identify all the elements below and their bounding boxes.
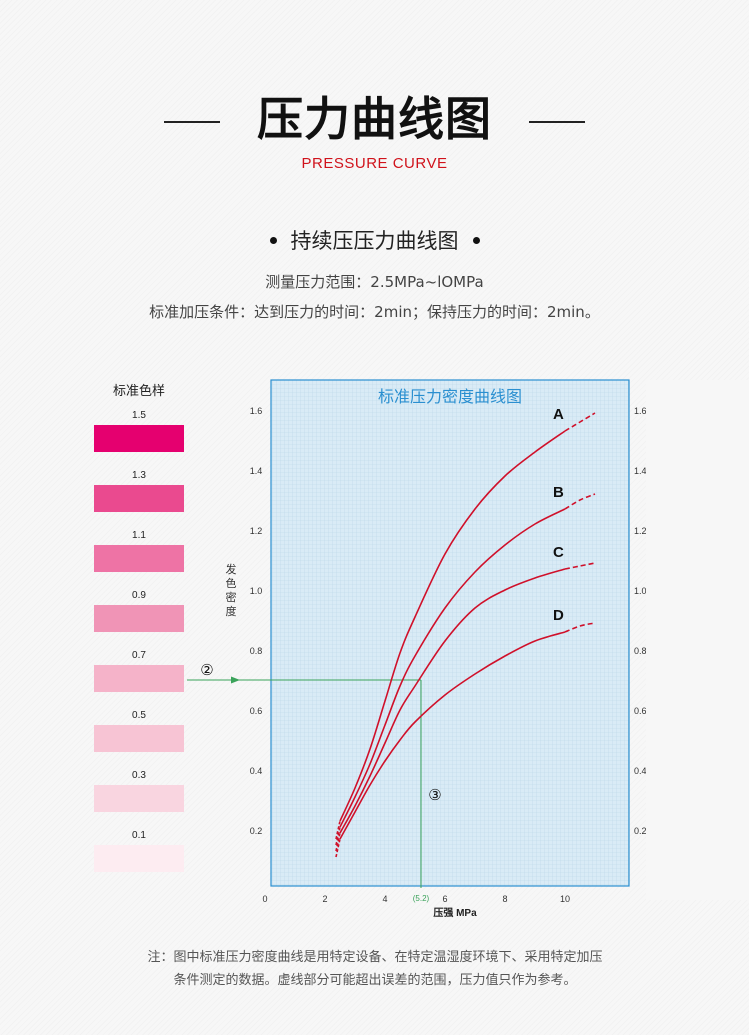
right-tick-label: 1.2 bbox=[634, 526, 647, 536]
y-axis-ticks: 0.2 0.4 0.6 0.8 1.0 1.2 1.4 1.6 bbox=[250, 406, 263, 836]
x-tick-label: 10 bbox=[560, 894, 570, 904]
right-tick-label: 1.0 bbox=[634, 586, 647, 596]
color-swatch bbox=[94, 545, 184, 572]
swatch-label: 0.5 bbox=[132, 710, 146, 721]
color-swatch bbox=[94, 665, 184, 692]
section-title: 持续压压力曲线图 bbox=[0, 226, 749, 256]
color-swatch bbox=[94, 785, 184, 812]
y-axis-label-char: 色 bbox=[226, 576, 237, 590]
series-start-dash-c bbox=[335, 832, 341, 852]
right-tick-label: 1.4 bbox=[634, 466, 647, 476]
y-tick-label: 1.0 bbox=[250, 586, 263, 596]
swatch-panel-title: 标准色样 bbox=[112, 384, 165, 399]
right-tick-label: 1.6 bbox=[634, 406, 647, 416]
series-dashed-c bbox=[564, 562, 596, 570]
y-tick-label: 1.2 bbox=[250, 526, 263, 536]
swatch-label: 1.1 bbox=[132, 530, 146, 541]
annotation-group: ② ③ (5.2) bbox=[200, 662, 441, 903]
color-swatch bbox=[94, 485, 184, 512]
color-swatch bbox=[94, 845, 184, 872]
y-tick-label: 0.6 bbox=[250, 706, 263, 716]
right-tick-label: 0.8 bbox=[634, 646, 647, 656]
swatch-label: 0.3 bbox=[132, 770, 146, 781]
bullet-dot-right bbox=[472, 236, 480, 244]
series-start-dash-a bbox=[335, 820, 341, 840]
right-tick-label: 0.2 bbox=[634, 826, 647, 836]
series-group: A B C D bbox=[335, 406, 596, 858]
swatch-label: 1.5 bbox=[132, 410, 146, 421]
color-swatch bbox=[94, 725, 184, 752]
page-title: 压力曲线图 bbox=[257, 92, 492, 146]
series-label-d: D bbox=[553, 607, 564, 624]
plot-area bbox=[270, 379, 630, 887]
swatch-label: 0.9 bbox=[132, 590, 146, 601]
swatch-label: 1.3 bbox=[132, 470, 146, 481]
right-tick-label: 0.6 bbox=[634, 706, 647, 716]
x-tick-label: 2 bbox=[322, 894, 327, 904]
y-tick-label: 1.4 bbox=[250, 466, 263, 476]
y-axis-label-char: 密 bbox=[226, 590, 237, 604]
series-label-c: C bbox=[553, 544, 564, 561]
series-line-b bbox=[339, 508, 566, 828]
right-tick-mask bbox=[646, 380, 749, 900]
y-tick-label: 0.4 bbox=[250, 766, 263, 776]
x-tick-label: 4 bbox=[382, 894, 387, 904]
series-dashed-a bbox=[564, 412, 596, 432]
section-title-text: 持续压压力曲线图 bbox=[290, 229, 459, 253]
series-line-c bbox=[339, 568, 566, 834]
chart-title: 标准压力密度曲线图 bbox=[378, 388, 522, 406]
bullet-dot-left bbox=[269, 236, 277, 244]
right-tick-label: 0.4 bbox=[634, 766, 647, 776]
y-axis-label-char: 度 bbox=[226, 604, 237, 618]
arrow-head-icon bbox=[231, 676, 240, 684]
y-axis-label-char: 发 bbox=[226, 562, 237, 576]
pressure-range-text: 测量压力范围：2.5MPa~lOMPa bbox=[265, 273, 484, 291]
series-dashed-d bbox=[564, 622, 596, 633]
x-tick-label: 0 bbox=[262, 894, 267, 904]
marker-2: ② bbox=[200, 662, 213, 679]
x-axis-ticks: 0 2 4 6 8 10 bbox=[262, 894, 570, 904]
series-label-b: B bbox=[553, 484, 564, 501]
swatch-label: 0.1 bbox=[132, 830, 146, 841]
header: 压力曲线图 bbox=[0, 84, 749, 154]
swatch-label: 0.7 bbox=[132, 650, 146, 661]
y-tick-label: 0.2 bbox=[250, 826, 263, 836]
page-subtitle: PRESSURE CURVE bbox=[301, 155, 448, 172]
y-tick-label: 1.6 bbox=[250, 406, 263, 416]
right-axis-ticks: 0.2 0.4 0.6 0.8 1.0 1.2 1.4 1.6 bbox=[634, 380, 749, 900]
y-tick-label: 0.8 bbox=[250, 646, 263, 656]
x-axis-label: 压强 MPa bbox=[433, 907, 477, 919]
color-swatch bbox=[94, 425, 184, 452]
series-dashed-b bbox=[564, 493, 596, 510]
title-rule-left bbox=[164, 121, 220, 123]
series-start-dash-b bbox=[335, 826, 341, 846]
series-line-a bbox=[339, 430, 566, 822]
x-tick-label: 8 bbox=[502, 894, 507, 904]
series-start-dash-d bbox=[335, 838, 341, 858]
x-readout-label: (5.2) bbox=[413, 894, 430, 903]
series-line-d bbox=[339, 631, 566, 840]
series-label-a: A bbox=[553, 406, 564, 423]
test-condition-text: 标准加压条件：达到压力的时间：2min；保持压力的时间：2min。 bbox=[149, 303, 600, 321]
marker-3: ③ bbox=[428, 787, 441, 804]
reference-path bbox=[187, 676, 422, 888]
footnote-line-2: 条件测定的数据。虚线部分可能超出误差的范围，压力值只作为参考。 bbox=[173, 973, 577, 988]
x-tick-label: 6 bbox=[442, 894, 447, 904]
title-rule-right bbox=[529, 121, 585, 123]
color-swatch bbox=[94, 605, 184, 632]
footnote-line-1: 注：图中标准压力密度曲线是用特定设备、在特定温湿度环境下、采用特定加压 bbox=[147, 950, 603, 965]
